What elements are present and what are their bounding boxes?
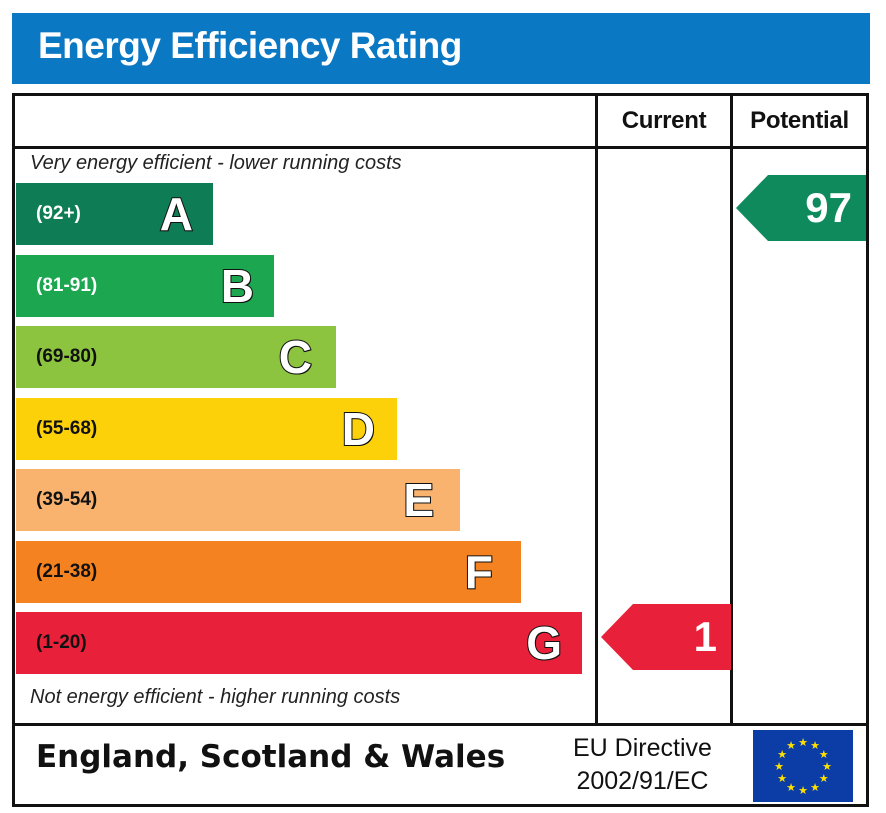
current-rating-value: 1 bbox=[693, 613, 717, 660]
band-c: (69-80) C bbox=[16, 326, 336, 388]
current-column-header: Current bbox=[621, 107, 707, 134]
arrow-shape bbox=[736, 175, 866, 241]
band-range-label: (81-91) bbox=[36, 274, 98, 296]
current-rating-arrow: 1 bbox=[601, 604, 731, 670]
star-icon: ★ bbox=[786, 782, 796, 794]
star-icon: ★ bbox=[798, 785, 808, 797]
chart-title: Energy Efficiency Rating bbox=[38, 25, 462, 66]
title-bar: Energy Efficiency Rating bbox=[12, 13, 870, 84]
band-d: (55-68) D bbox=[16, 397, 397, 460]
rating-table: Current Potential Very energy efficient … bbox=[12, 93, 869, 807]
potential-rating-arrow: 97 bbox=[736, 175, 866, 241]
band-range-label: (1-20) bbox=[36, 632, 87, 653]
star-icon: ★ bbox=[822, 761, 832, 773]
directive-line-1: EU Directive bbox=[573, 734, 712, 762]
star-icon: ★ bbox=[786, 740, 796, 752]
directive-line-2: 2002/91/EC bbox=[576, 767, 709, 795]
potential-column-header: Potential bbox=[750, 107, 849, 134]
efficient-note: Very energy efficient - lower running co… bbox=[30, 152, 402, 174]
star-icon: ★ bbox=[819, 749, 829, 761]
star-icon: ★ bbox=[777, 773, 787, 785]
band-range-label: (39-54) bbox=[36, 489, 98, 510]
eu-flag-icon: ★ ★ ★ ★ ★ ★ ★ ★ ★ ★ ★ ★ bbox=[753, 730, 853, 802]
star-icon: ★ bbox=[819, 773, 829, 785]
band-letter: A bbox=[159, 187, 194, 241]
band-range-label: (92+) bbox=[36, 203, 81, 224]
band-letter: B bbox=[220, 259, 255, 313]
band-range-label: (69-80) bbox=[36, 346, 98, 367]
footer-divider bbox=[15, 723, 866, 726]
potential-rating-value: 97 bbox=[805, 184, 852, 231]
band-range-label: (21-38) bbox=[36, 560, 98, 582]
band-letter: F bbox=[464, 545, 494, 599]
band-letter: C bbox=[278, 330, 313, 384]
arrow-shape bbox=[601, 604, 731, 670]
band-letter: E bbox=[402, 473, 435, 527]
band-range-label: (55-68) bbox=[36, 417, 98, 439]
star-icon: ★ bbox=[798, 737, 808, 749]
band-e: (39-54) E bbox=[16, 469, 460, 531]
band-b: (81-91) B bbox=[16, 254, 274, 317]
star-icon: ★ bbox=[810, 740, 820, 752]
region-label: England, Scotland & Wales bbox=[36, 739, 506, 775]
band-letter: G bbox=[525, 616, 563, 670]
band-g: (1-20) G bbox=[16, 612, 582, 674]
band-f: (21-38) F bbox=[16, 540, 521, 603]
star-icon: ★ bbox=[777, 749, 787, 761]
header-divider bbox=[15, 146, 866, 149]
star-icon: ★ bbox=[774, 761, 784, 773]
footer: England, Scotland & Wales EU Directive 2… bbox=[15, 726, 866, 804]
current-column-divider bbox=[595, 96, 598, 723]
eu-directive: EU Directive 2002/91/EC bbox=[573, 732, 712, 798]
band-letter: D bbox=[341, 402, 376, 456]
star-icon: ★ bbox=[810, 782, 820, 794]
potential-column-divider bbox=[730, 96, 733, 723]
inefficient-note: Not energy efficient - higher running co… bbox=[30, 686, 401, 708]
band-a: (92+) A bbox=[16, 183, 213, 245]
